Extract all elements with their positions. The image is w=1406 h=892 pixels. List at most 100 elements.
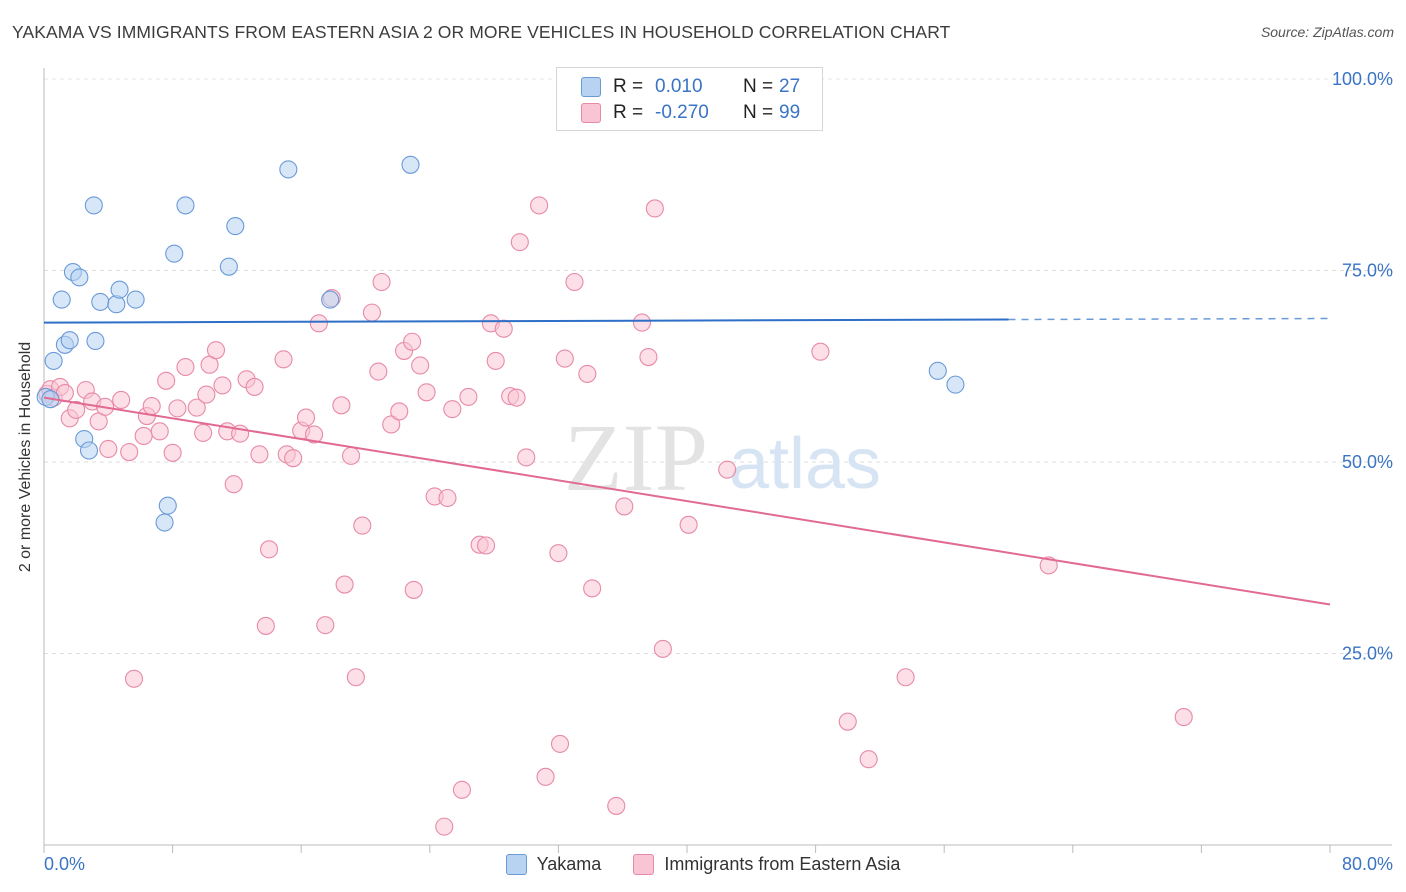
data-point — [309, 314, 328, 333]
data-point — [632, 313, 652, 332]
data-point — [316, 616, 335, 635]
data-point — [443, 400, 462, 419]
data-point — [206, 341, 226, 360]
data-point — [226, 217, 245, 236]
watermark: ZIP atlas — [564, 404, 881, 511]
y-tick-label: 100.0% — [1332, 69, 1393, 89]
n-label: N = — [743, 102, 774, 123]
data-point — [1174, 708, 1193, 727]
data-point — [176, 357, 195, 377]
data-point — [79, 441, 99, 460]
data-point — [155, 513, 174, 532]
r-label: R = — [613, 76, 644, 97]
yakama-swatch — [581, 77, 601, 97]
data-point — [84, 196, 103, 215]
data-point — [341, 446, 361, 465]
data-point — [321, 290, 340, 309]
data-point — [583, 579, 602, 598]
data-point — [859, 750, 878, 769]
legend-label: Yakama — [536, 853, 602, 874]
data-point — [332, 396, 351, 415]
data-point — [507, 388, 526, 407]
data-point — [494, 319, 513, 338]
trend-line-eastern-asia — [43, 396, 1331, 606]
yakama-swatch — [505, 853, 527, 875]
n-label: N = — [743, 76, 774, 97]
gridlines — [44, 78, 1392, 654]
data-point — [60, 331, 79, 350]
data-point — [382, 415, 401, 434]
data-point — [86, 331, 105, 351]
data-point — [390, 402, 409, 421]
data-point — [411, 356, 430, 375]
r-value: -0.270 — [655, 102, 709, 123]
data-point — [718, 460, 737, 479]
points-layer — [36, 69, 1193, 836]
data-point — [362, 303, 381, 322]
r-value: 0.010 — [655, 76, 703, 97]
series-legend: Yakama Immigrants from Eastern Asia — [0, 852, 1406, 876]
data-point — [435, 817, 454, 836]
legend-item-yakama[interactable]: Yakama — [505, 853, 602, 875]
trend-line-yakama-extension — [1008, 317, 1331, 321]
data-point — [274, 350, 293, 369]
data-point — [639, 348, 658, 367]
data-point — [194, 423, 213, 442]
data-point — [284, 449, 303, 468]
data-point — [404, 580, 423, 599]
legend-label: Immigrants from Eastern Asia — [664, 853, 901, 874]
legend-row-yakama: R = 0.010 N = 27 — [581, 75, 800, 99]
legend-item-eastern-asia[interactable]: Immigrants from Eastern Asia — [633, 853, 901, 875]
y-tick-labels: 25.0% 50.0% 75.0% 100.0% — [1332, 69, 1393, 664]
data-point — [245, 377, 264, 396]
y-tick-label: 50.0% — [1342, 452, 1393, 472]
data-point — [305, 425, 324, 444]
data-point — [150, 422, 169, 441]
data-point — [550, 734, 570, 753]
data-point — [679, 515, 698, 534]
data-point — [1039, 556, 1058, 575]
data-point — [946, 375, 965, 394]
x-tick-label-max: 80.0% — [1342, 854, 1393, 874]
data-point — [438, 488, 457, 508]
correlation-legend: R = 0.010 N = 27 R = -0.270 N = 99 — [556, 67, 823, 131]
data-point — [165, 244, 184, 263]
data-point — [44, 351, 63, 370]
trend-line-yakama — [43, 318, 1009, 324]
data-point — [459, 387, 478, 406]
data-point — [134, 426, 153, 446]
data-point — [452, 780, 472, 799]
data-point — [928, 361, 947, 380]
data-point — [99, 439, 118, 459]
data-point — [187, 398, 206, 417]
y-tick-label: 75.0% — [1342, 261, 1393, 281]
data-point — [645, 199, 664, 218]
n-value: 99 — [779, 102, 801, 123]
eastern-asia-swatch — [581, 103, 601, 123]
watermark-atlas: atlas — [729, 424, 881, 504]
y-tick-label: 25.0% — [1342, 644, 1393, 664]
data-point — [565, 272, 584, 292]
data-point — [477, 536, 496, 555]
eastern-asia-swatch — [633, 853, 655, 875]
data-point — [120, 442, 139, 462]
data-point — [124, 669, 144, 688]
data-point — [176, 196, 195, 215]
data-point — [353, 516, 372, 535]
data-point — [486, 351, 505, 370]
data-point — [335, 575, 354, 594]
data-point — [517, 448, 536, 467]
n-value: 27 — [779, 76, 801, 97]
data-point — [142, 397, 161, 416]
data-point — [126, 290, 145, 309]
data-point — [52, 290, 71, 309]
data-point — [549, 544, 568, 563]
data-point — [296, 408, 316, 427]
legend-row-eastern-asia: R = -0.270 N = 99 — [581, 101, 800, 125]
data-point — [346, 668, 365, 687]
data-point — [417, 383, 436, 402]
data-point — [896, 668, 915, 687]
data-point — [530, 196, 549, 215]
data-point — [369, 362, 388, 381]
axes — [43, 68, 1392, 853]
